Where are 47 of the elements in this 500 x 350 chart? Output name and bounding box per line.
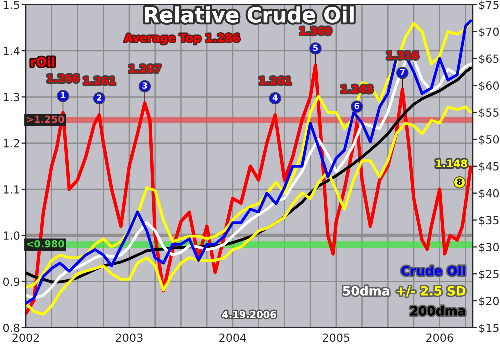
annotation: 1.148 (436, 160, 468, 168)
x-tick-label: 2004 (220, 334, 246, 342)
annotation: 1.261 (260, 77, 292, 85)
y2-tick-label: $50 (479, 135, 500, 146)
y-tick-label: 1.5 (4, 1, 20, 10)
band-label: <0.980 (27, 240, 64, 248)
annotation: 1 (61, 92, 66, 99)
text: +/- 2.5 SD (397, 286, 466, 297)
annotation: 1.369 (300, 27, 332, 36)
y2-tick-label: $20 (479, 296, 500, 307)
y-tick-label: 0.8 (4, 324, 20, 332)
y2-tick-label: $15 (479, 324, 499, 334)
x-tick-label: 2002 (12, 334, 40, 342)
annotation: 3 (142, 82, 148, 89)
y-tick-label: 0.9 (4, 278, 20, 286)
y-tick-label: 1.4 (4, 47, 20, 56)
y2-tick-label: $75 (479, 0, 499, 11)
y-tick-label: 1.0 (4, 232, 20, 240)
annotation: 8 (457, 178, 462, 186)
y-tick-label: 1.1 (4, 186, 20, 194)
annotation: 7 (400, 69, 405, 76)
text: 200dma (410, 306, 466, 316)
x-tick-label: 2006 (426, 334, 454, 342)
y-tick-label: 1.2 (4, 139, 20, 148)
annotation: 1.266 (48, 74, 80, 83)
y2-tick-label: $55 (479, 108, 499, 118)
annotation: 1.287 (130, 65, 161, 73)
text: Crude Oil (402, 266, 466, 276)
y2-tick-label: $60 (479, 81, 500, 92)
annotation: 6 (354, 102, 360, 110)
y2-tick-label: $30 (479, 242, 500, 254)
y2-tick-label: $40 (479, 189, 500, 200)
y-tick-label: 1.3 (4, 93, 20, 102)
y2-tick-label: $45 (479, 162, 499, 172)
annotation: Average Top 1.286 (124, 34, 240, 44)
annotation: 4 (272, 94, 278, 101)
band-label: >1.250 (27, 116, 64, 124)
annotation: 2 (97, 94, 102, 101)
y2-tick-label: $25 (479, 270, 499, 280)
y2-tick-label: $70 (479, 28, 500, 38)
y2-tick-label: $35 (479, 216, 499, 226)
text: rOil (31, 57, 54, 67)
x-tick-label: 2005 (323, 334, 350, 342)
x-tick-label: 2003 (116, 334, 143, 342)
y2-tick-label: $65 (479, 54, 499, 65)
annotation: 1.261 (84, 77, 116, 85)
annotation: 5 (313, 44, 318, 52)
